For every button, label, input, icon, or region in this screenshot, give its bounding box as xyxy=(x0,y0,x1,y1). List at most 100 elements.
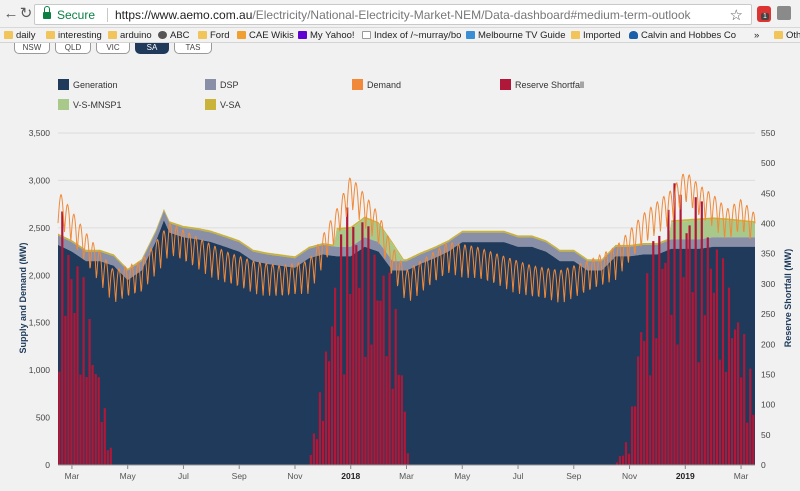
legend-generation[interactable]: Generation xyxy=(58,79,118,90)
legend-swatch xyxy=(58,99,69,110)
back-arrow-icon[interactable]: ← xyxy=(3,5,19,22)
reserve-shortfall-bar xyxy=(349,294,352,465)
legend-swatch xyxy=(58,79,69,90)
reserve-shortfall-bar xyxy=(327,361,331,465)
dashboard-page: NSW QLD VIC SA TAS Generation DSP Demand… xyxy=(0,43,800,491)
more-bookmarks-chevron-icon[interactable]: » xyxy=(754,30,760,41)
bookmark-label: ABC xyxy=(170,30,190,41)
y-tick-label: 3,000 xyxy=(29,175,51,185)
chart-series-areas xyxy=(58,208,755,465)
extension-icon[interactable]: 1 xyxy=(757,6,771,22)
reserve-shortfall-bar xyxy=(721,258,725,465)
extension-badge: 1 xyxy=(761,13,769,20)
supply-demand-chart: 0 500 1,000 1,500 2,000 2,500 3,000 3,500 0 50 10… xyxy=(29,128,776,481)
x-tick-label: Jul xyxy=(178,471,189,481)
y-tick-label: 3,500 xyxy=(29,128,51,138)
bookmark-interesting[interactable]: interesting xyxy=(46,29,102,42)
y2-axis-ticks: 0 50 100 150 200 250 300 350 400 450 500 550 xyxy=(761,128,775,470)
bookmarks-bar: daily interesting arduino ABC Ford CAE W… xyxy=(0,28,800,43)
reserve-shortfall-bar xyxy=(697,362,700,465)
reserve-shortfall-bar xyxy=(312,433,315,465)
reserve-shortfall-bar xyxy=(340,234,343,465)
reserve-shortfall-bar xyxy=(406,453,409,465)
page-icon xyxy=(362,31,371,39)
v-sa-area xyxy=(58,208,755,271)
reserve-shortfall-bar xyxy=(661,268,664,465)
legend-v-s-mnsp1[interactable]: V-S-MNSP1 xyxy=(58,99,122,110)
reserve-shortfall-bar xyxy=(337,336,340,465)
reserve-shortfall-bar xyxy=(737,322,740,465)
secure-label: Secure xyxy=(57,8,96,22)
legend-demand[interactable]: Demand xyxy=(352,79,401,90)
reserve-shortfall-bar xyxy=(746,422,749,465)
legend-reserve-shortfall[interactable]: Reserve Shortfall xyxy=(500,79,584,90)
reserve-shortfall-bar xyxy=(82,277,85,465)
bookmark-cae-wikis[interactable]: CAE Wikis xyxy=(237,29,294,42)
legend-label: V-SA xyxy=(220,100,241,110)
x-tick-label: 2018 xyxy=(341,471,360,481)
reserve-shortfall-bar xyxy=(343,374,346,465)
tab-sa[interactable]: SA xyxy=(135,43,169,54)
bookmark-abc[interactable]: ABC xyxy=(158,29,190,42)
bookmark-imported[interactable]: Imported xyxy=(571,29,621,42)
bookmark-label: daily xyxy=(16,30,36,41)
reserve-shortfall-bar xyxy=(103,408,106,465)
reserve-shortfall-bar xyxy=(752,414,755,465)
address-bar[interactable]: Secure https://www.aemo.com.au/Electrici… xyxy=(34,4,752,25)
url-text[interactable]: https://www.aemo.com.au/Electricity/Nati… xyxy=(115,8,691,22)
bookmark-ford[interactable]: Ford xyxy=(198,29,230,42)
reserve-shortfall-bar xyxy=(400,375,403,465)
x-tick-label: Jul xyxy=(513,471,524,481)
y2-tick-label: 200 xyxy=(761,339,775,349)
reserve-shortfall-bar xyxy=(397,374,400,465)
reserve-shortfall-bar xyxy=(355,245,358,465)
reserve-shortfall-bar xyxy=(58,371,61,465)
x-tick-label: Sep xyxy=(566,471,581,481)
bookmark-my-yahoo[interactable]: My Yahoo! xyxy=(298,29,355,42)
y2-tick-label: 300 xyxy=(761,279,775,289)
reserve-shortfall-bar xyxy=(682,277,685,465)
reserve-shortfall-bar xyxy=(370,344,373,465)
reserve-shortfall-bar xyxy=(655,338,658,465)
bookmark-index[interactable]: Index of /~murray/bo xyxy=(362,29,461,42)
legend-swatch xyxy=(205,79,216,90)
reserve-shortfall-bar xyxy=(76,266,79,465)
tab-vic[interactable]: VIC xyxy=(96,43,130,54)
legend-v-sa[interactable]: V-SA xyxy=(205,99,241,110)
bookmark-label: Calvin and Hobbes Co xyxy=(641,30,737,41)
lock-icon xyxy=(43,6,51,19)
legend-dsp[interactable]: DSP xyxy=(205,79,239,90)
reserve-shortfall-bar xyxy=(615,462,618,465)
bookmark-calvin-hobbes[interactable]: Calvin and Hobbes Co xyxy=(629,29,736,42)
folder-icon xyxy=(108,31,117,39)
y-tick-label: 2,500 xyxy=(29,223,51,233)
yahoo-icon xyxy=(298,31,307,39)
reserve-shortfall-bar xyxy=(700,201,703,465)
bookmark-other[interactable]: Oth xyxy=(774,29,800,42)
reserve-shortfall-bar xyxy=(346,207,349,465)
folder-icon xyxy=(198,31,207,39)
tv-icon xyxy=(466,31,475,39)
reserve-shortfall-bar xyxy=(403,411,406,465)
reserve-shortfall-bar xyxy=(109,447,112,465)
reserve-shortfall-bar xyxy=(79,374,82,465)
reserve-shortfall-bar xyxy=(652,241,655,465)
tab-qld[interactable]: QLD xyxy=(55,43,91,54)
bookmark-daily[interactable]: daily xyxy=(4,29,36,42)
bookmark-melbourne-tv[interactable]: Melbourne TV Guide xyxy=(466,29,566,42)
bookmark-arduino[interactable]: arduino xyxy=(108,29,152,42)
tab-tas[interactable]: TAS xyxy=(174,43,212,54)
refresh-icon[interactable]: ↻ xyxy=(19,5,33,22)
reserve-shortfall-bar xyxy=(673,183,676,466)
tab-nsw[interactable]: NSW xyxy=(14,43,50,54)
extension-2-icon[interactable] xyxy=(777,6,791,20)
y2-tick-label: 50 xyxy=(761,430,771,440)
folder-icon xyxy=(46,31,55,39)
cae-icon xyxy=(237,31,246,39)
reserve-shortfall-bar xyxy=(391,388,394,465)
bookmark-star-icon[interactable]: ☆ xyxy=(729,7,743,24)
reserve-shortfall-bar xyxy=(73,313,76,465)
reserve-shortfall-bar xyxy=(658,235,661,465)
reserve-shortfall-bar xyxy=(352,226,355,465)
legend-swatch xyxy=(352,79,363,90)
